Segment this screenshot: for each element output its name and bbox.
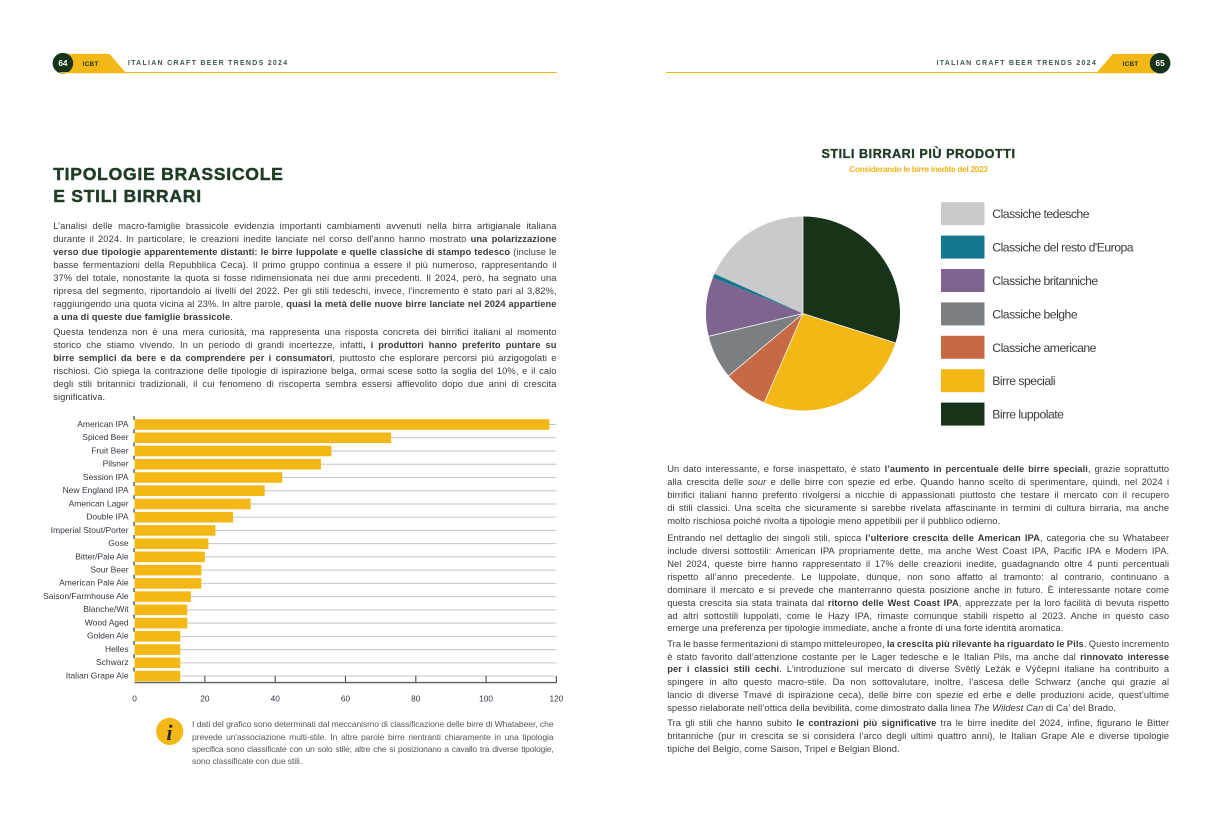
svg-text:Classiche tedesche: Classiche tedesche [992,207,1089,221]
svg-text:Classiche del resto d'Europa: Classiche del resto d'Europa [992,241,1133,255]
svg-text:Pilsner: Pilsner [103,459,129,469]
svg-text:American Pale Ale: American Pale Ale [59,578,129,588]
svg-text:ICBT: ICBT [83,61,99,68]
svg-text:American Lager: American Lager [69,498,129,508]
svg-text:Schwarz: Schwarz [96,657,129,667]
svg-text:Italian Grape Ale: Italian Grape Ale [66,670,129,680]
svg-text:Classiche belghe: Classiche belghe [992,307,1078,321]
svg-text:Sour Beer: Sour Beer [90,564,128,574]
svg-text:Double IPA: Double IPA [86,512,129,522]
svg-text:i: i [166,720,173,745]
svg-text:Helles: Helles [105,644,129,654]
svg-text:60: 60 [341,694,351,704]
svg-text:New England IPA: New England IPA [63,485,129,495]
svg-text:Golden Ale: Golden Ale [87,631,129,641]
svg-text:Blanche/Wit: Blanche/Wit [83,604,129,614]
svg-text:Fruit Beer: Fruit Beer [91,445,128,455]
svg-text:Session IPA: Session IPA [83,472,129,482]
svg-text:Birre speciali: Birre speciali [992,374,1055,388]
svg-text:80: 80 [411,694,421,704]
svg-text:ICBT: ICBT [1123,61,1139,68]
svg-text:65: 65 [1156,59,1166,68]
svg-text:Bitter/Pale Ale: Bitter/Pale Ale [75,551,129,561]
svg-text:Birre luppolate: Birre luppolate [992,408,1064,422]
svg-text:Gose: Gose [108,538,129,548]
svg-text:American IPA: American IPA [77,419,129,429]
svg-text:Spiced Beer: Spiced Beer [82,432,128,442]
svg-text:0: 0 [132,694,137,704]
svg-text:120: 120 [549,694,563,704]
svg-text:Imperial Stout/Porter: Imperial Stout/Porter [51,525,129,535]
svg-text:Saison/Farmhouse Ale: Saison/Farmhouse Ale [43,591,129,601]
svg-text:64: 64 [58,59,68,68]
svg-text:Wood Aged: Wood Aged [85,617,129,627]
svg-text:40: 40 [271,694,281,704]
svg-text:Classiche americane: Classiche americane [992,341,1096,355]
svg-text:Classiche britanniche: Classiche britanniche [992,274,1098,288]
svg-text:100: 100 [479,694,493,704]
svg-text:20: 20 [200,694,210,704]
